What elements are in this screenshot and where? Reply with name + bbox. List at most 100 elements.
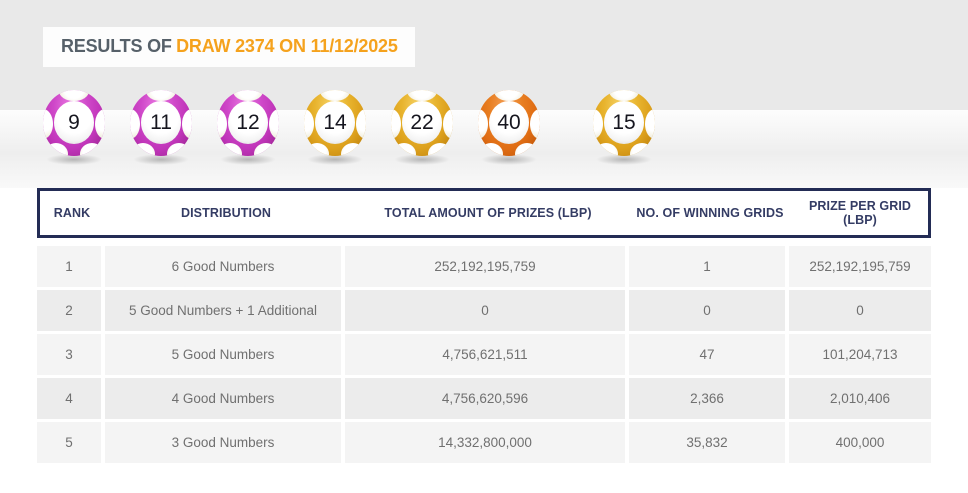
ball-number: 40 — [489, 101, 529, 144]
ball-number: 12 — [228, 101, 268, 144]
cell-rank: 1 — [37, 246, 101, 287]
ball-patch — [392, 143, 416, 156]
lottery-ball: 11 — [130, 90, 192, 165]
cell-distribution: 3 Good Numbers — [105, 422, 341, 463]
draw-title-prefix: RESULTS OF — [61, 36, 172, 56]
ball-patch — [233, 90, 263, 101]
cell-prize-per-grid: 101,204,713 — [789, 334, 931, 375]
ball-patch — [609, 90, 639, 101]
cell-prize-per-grid: 252,192,195,759 — [789, 246, 931, 287]
ball-patch — [80, 143, 104, 156]
ball-number: 11 — [141, 101, 181, 144]
ball-patch — [182, 109, 192, 139]
column-header: TOTAL AMOUNT OF PRIZES (LBP) — [384, 206, 592, 220]
cell-rank: 2 — [37, 290, 101, 331]
table-row: 2 5 Good Numbers + 1 Additional 0 0 0 — [37, 290, 931, 331]
cell-total-prizes: 14,332,800,000 — [345, 422, 625, 463]
draw-results-hero: RESULTS OF DRAW 2374 ON 11/12/2025 9 — [0, 0, 968, 188]
cell-prize-per-grid: 0 — [789, 290, 931, 331]
cell-winning-grids: 0 — [629, 290, 785, 331]
draw-title-number-date: DRAW 2374 ON 11/12/2025 — [176, 36, 398, 56]
ball-patch — [407, 90, 437, 101]
ball-patch — [269, 109, 279, 139]
ball-patch — [515, 143, 539, 156]
table-row: 5 3 Good Numbers 14,332,800,000 35,832 4… — [37, 422, 931, 463]
ball-patch — [305, 143, 329, 156]
ball-patch — [217, 109, 227, 139]
cell-prize-per-grid: 400,000 — [789, 422, 931, 463]
cell-distribution: 5 Good Numbers — [105, 334, 341, 375]
table-row: 1 6 Good Numbers 252,192,195,759 1 252,1… — [37, 246, 931, 287]
lottery-ball: 22 — [391, 90, 453, 165]
cell-distribution: 4 Good Numbers — [105, 378, 341, 419]
cell-winning-grids: 1 — [629, 246, 785, 287]
ball-patch — [356, 109, 366, 139]
table-row: 3 5 Good Numbers 4,756,621,511 47 101,20… — [37, 334, 931, 375]
ball-number-text: 9 — [68, 110, 80, 134]
ball-patch — [304, 109, 314, 139]
cell-total-prizes: 0 — [345, 290, 625, 331]
cell-total-prizes: 4,756,620,596 — [345, 378, 625, 419]
ball-patch — [479, 143, 503, 156]
ball-patch — [530, 109, 540, 139]
cell-distribution: 5 Good Numbers + 1 Additional — [105, 290, 341, 331]
ball-patch — [131, 143, 155, 156]
ball-patch — [146, 90, 176, 101]
lottery-ball-sphere: 11 — [130, 90, 192, 156]
cell-winning-grids: 35,832 — [629, 422, 785, 463]
cell-winning-grids: 2,366 — [629, 378, 785, 419]
ball-patch — [59, 90, 89, 101]
lottery-ball: 40 — [478, 90, 540, 165]
ball-patch — [43, 109, 53, 139]
cell-rank: 4 — [37, 378, 101, 419]
cell-distribution: 6 Good Numbers — [105, 246, 341, 287]
ball-patch — [630, 143, 654, 156]
ball-patch — [594, 143, 618, 156]
ball-patch — [320, 90, 350, 101]
ball-patch — [218, 143, 242, 156]
cell-prize-per-grid: 2,010,406 — [789, 378, 931, 419]
cell-winning-grids: 47 — [629, 334, 785, 375]
lottery-ball-sphere: 40 — [478, 90, 540, 156]
ball-patch — [44, 143, 68, 156]
lottery-ball-sphere: 9 — [43, 90, 105, 156]
ball-patch — [645, 109, 655, 139]
lottery-ball-sphere: 22 — [391, 90, 453, 156]
ball-number: 22 — [402, 101, 442, 144]
lottery-ball: 12 — [217, 90, 279, 165]
ball-patch — [391, 109, 401, 139]
ball-number-text: 22 — [410, 110, 434, 134]
cell-total-prizes: 4,756,621,511 — [345, 334, 625, 375]
ball-patch — [341, 143, 365, 156]
results-table-body: 1 6 Good Numbers 252,192,195,759 1 252,1… — [37, 246, 931, 463]
ball-number-text: 11 — [150, 110, 172, 134]
cell-total-prizes: 252,192,195,759 — [345, 246, 625, 287]
lottery-ball-sphere: 15 — [593, 90, 655, 156]
ball-number-text: 12 — [236, 110, 260, 134]
table-row: 4 4 Good Numbers 4,756,620,596 2,366 2,0… — [37, 378, 931, 419]
ball-patch — [443, 109, 453, 139]
ball-patch — [254, 143, 278, 156]
ball-patch — [428, 143, 452, 156]
cell-rank: 3 — [37, 334, 101, 375]
ball-number: 14 — [315, 101, 355, 144]
ball-patch — [130, 109, 140, 139]
lottery-ball: 15 — [593, 90, 655, 165]
ball-patch — [95, 109, 105, 139]
ball-number: 15 — [604, 101, 644, 144]
ball-patch — [494, 90, 524, 101]
lottery-ball: 14 — [304, 90, 366, 165]
ball-patch — [593, 109, 603, 139]
ball-number-text: 14 — [323, 110, 347, 134]
lottery-ball-sphere: 12 — [217, 90, 279, 156]
ball-number-text: 40 — [497, 110, 521, 134]
column-header: DISTRIBUTION — [180, 206, 272, 220]
results-table: RANK DISTRIBUTION TOTAL AMOUNT OF PRIZES… — [37, 188, 931, 463]
drawn-balls-row: 9 11 — [43, 90, 655, 165]
lottery-ball: 9 — [43, 90, 105, 165]
lottery-ball-sphere: 14 — [304, 90, 366, 156]
ball-patch — [167, 143, 191, 156]
ball-number: 9 — [54, 101, 94, 144]
results-table-header: RANK DISTRIBUTION TOTAL AMOUNT OF PRIZES… — [37, 188, 931, 238]
ball-patch — [478, 109, 488, 139]
